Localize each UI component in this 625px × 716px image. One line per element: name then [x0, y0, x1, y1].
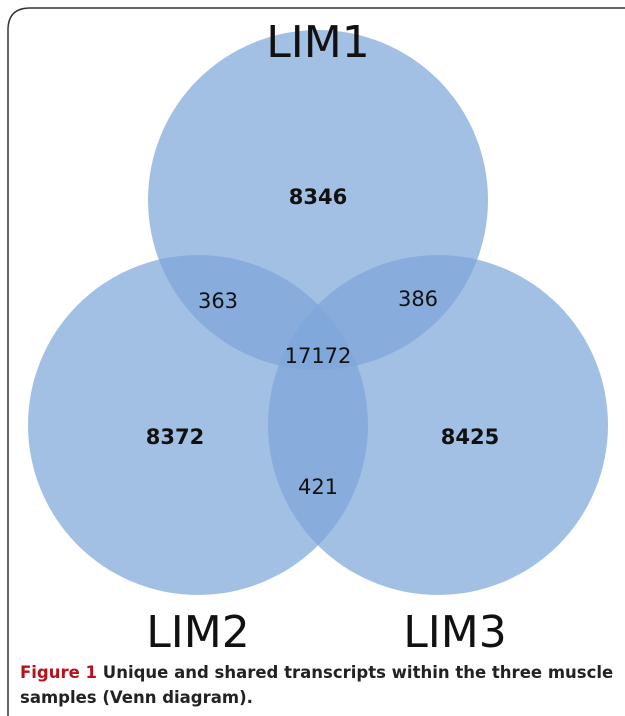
region-value: 421: [298, 475, 338, 499]
circle-lim3: [268, 255, 608, 595]
set-label: LIM2: [146, 607, 249, 658]
set-label: LIM1: [266, 17, 369, 68]
circle-lim2: [28, 255, 368, 595]
region-value: 17172: [285, 344, 352, 368]
caption-label: Figure 1: [20, 663, 98, 682]
caption-text: Unique and shared transcripts within the…: [20, 663, 614, 707]
frame: [7, 7, 625, 716]
region-value: 386: [398, 287, 438, 311]
set-label: LIM3: [403, 607, 506, 658]
region-value: 8425: [441, 425, 499, 449]
region-value: 363: [198, 289, 238, 313]
region-value: 8372: [146, 425, 204, 449]
caption: Figure 1 Unique and shared transcripts w…: [20, 660, 620, 710]
region-value: 8346: [289, 185, 347, 209]
